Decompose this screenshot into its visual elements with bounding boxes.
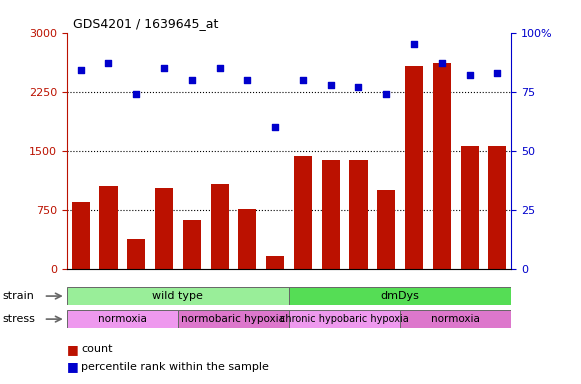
- Text: wild type: wild type: [152, 291, 203, 301]
- Text: ■: ■: [67, 360, 78, 373]
- Bar: [400, 310, 511, 328]
- Bar: [266, 256, 284, 269]
- Point: [215, 65, 224, 71]
- Text: normoxia: normoxia: [98, 314, 147, 324]
- Text: normobaric hypoxia: normobaric hypoxia: [181, 314, 285, 324]
- Bar: [71, 202, 89, 269]
- Text: chronic hypobaric hypoxia: chronic hypobaric hypoxia: [280, 314, 409, 324]
- Bar: [127, 239, 145, 269]
- Bar: [433, 63, 451, 269]
- Text: strain: strain: [3, 291, 35, 301]
- Bar: [183, 220, 201, 269]
- Point: [354, 84, 363, 90]
- Bar: [405, 66, 423, 269]
- Bar: [294, 156, 312, 269]
- Bar: [322, 160, 340, 269]
- Bar: [461, 146, 479, 269]
- Bar: [489, 146, 507, 269]
- Point: [437, 60, 446, 66]
- Bar: [289, 310, 400, 328]
- Bar: [238, 209, 256, 269]
- Bar: [67, 310, 178, 328]
- Point: [410, 41, 419, 48]
- Point: [76, 67, 85, 73]
- Point: [493, 70, 502, 76]
- Text: ■: ■: [67, 343, 78, 356]
- Point: [243, 77, 252, 83]
- Point: [187, 77, 196, 83]
- Text: normoxia: normoxia: [431, 314, 480, 324]
- Bar: [155, 188, 173, 269]
- Point: [298, 77, 307, 83]
- Text: count: count: [81, 344, 113, 354]
- Point: [326, 81, 335, 88]
- Text: percentile rank within the sample: percentile rank within the sample: [81, 362, 269, 372]
- Text: GDS4201 / 1639645_at: GDS4201 / 1639645_at: [73, 17, 218, 30]
- Text: dmDys: dmDys: [381, 291, 419, 301]
- Bar: [99, 186, 117, 269]
- Bar: [67, 287, 289, 305]
- Point: [104, 60, 113, 66]
- Point: [271, 124, 280, 130]
- Point: [132, 91, 141, 97]
- Bar: [349, 160, 368, 269]
- Bar: [289, 287, 511, 305]
- Point: [465, 72, 474, 78]
- Point: [159, 65, 168, 71]
- Point: [382, 91, 391, 97]
- Bar: [210, 184, 229, 269]
- Bar: [377, 190, 395, 269]
- Text: stress: stress: [3, 314, 36, 324]
- Bar: [178, 310, 289, 328]
